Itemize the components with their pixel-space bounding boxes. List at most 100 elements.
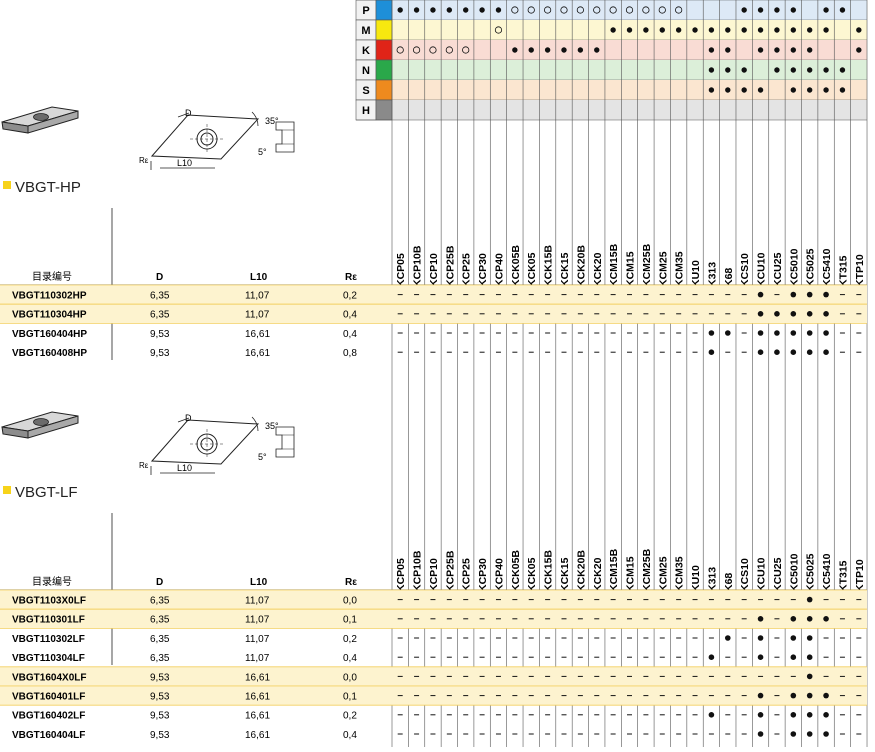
grade-header-kck05b: KCK05B [510, 550, 522, 592]
material-suitability-dot [757, 47, 764, 53]
insert-hole [33, 113, 49, 121]
value-l10: 16,61 [245, 692, 270, 703]
material-secondary-circle [494, 26, 503, 34]
catalog-number: VBGT160401LF [12, 692, 85, 703]
material-suitability-dot [741, 7, 747, 13]
material-suitability-dot [790, 7, 797, 13]
material-secondary-circle [642, 6, 650, 14]
value-re: 0,4 [343, 730, 357, 741]
header-re: Rε [345, 577, 357, 588]
grade-available-dot [724, 635, 731, 641]
material-suitability-dot [790, 87, 797, 93]
grade-header-kt315: KT315 [837, 255, 849, 287]
grade-header-kcp30: KCP30 [477, 558, 489, 592]
value-re: 0,0 [343, 596, 357, 607]
material-letter-M: M [361, 25, 370, 37]
grade-available-dot [823, 349, 829, 356]
material-suitability-dot [839, 67, 846, 73]
dimension-l10-label: L10 [177, 463, 192, 473]
dimension-l10-label: L10 [177, 158, 192, 168]
grade-available-dot [708, 654, 715, 660]
insert-front-face [27, 415, 79, 439]
insert-hole [33, 418, 49, 426]
value-l10: 11,07 [245, 310, 270, 321]
value-re: 0,8 [343, 348, 357, 359]
material-suitability-dot [774, 67, 780, 73]
section-title: VBGT-HP [15, 179, 81, 196]
grade-header-kc5410: KC5410 [821, 248, 833, 287]
grade-header-ku10: KU10 [690, 565, 702, 592]
material-color-swatch-N [375, 59, 393, 81]
material-suitability-dot [806, 47, 813, 53]
grade-header-kcm15b: KCM15B [608, 243, 620, 287]
value-d: 6,35 [150, 291, 170, 302]
value-re: 0,4 [343, 310, 357, 321]
material-letter-H: H [362, 105, 370, 117]
grade-header-kcp25: KCP25 [461, 558, 473, 592]
material-secondary-circle [625, 6, 634, 14]
schematic-side-profile [275, 426, 295, 458]
material-suitability-dot [774, 7, 780, 13]
grade-available-dot [806, 291, 813, 298]
grade-available-dot [806, 654, 813, 660]
grade-available-dot [806, 596, 813, 603]
material-suitability-dot [413, 7, 420, 13]
grade-header-kcm25: KCM25 [657, 556, 669, 592]
value-l10: 11,07 [245, 615, 270, 626]
grade-header-ktp10: KTP10 [854, 254, 866, 287]
material-suitability-dot [659, 27, 665, 33]
grade-header-kcp10b: KCP10B [412, 550, 424, 592]
value-d: 9,53 [150, 711, 170, 722]
grade-header-kc5025: KC5025 [805, 248, 817, 287]
catalog-number: VBGT1103X0LF [12, 596, 86, 607]
insert-illustration [1, 106, 79, 134]
material-color-swatch-P [375, 0, 393, 21]
insert-front-face [27, 110, 79, 134]
grade-header-kck15: KCK15 [559, 252, 571, 287]
grade-header-kc5010: KC5010 [788, 248, 800, 287]
grade-available-dot [806, 673, 813, 680]
grade-available-dot [806, 692, 813, 699]
grade-available-dot [806, 712, 813, 718]
header-catalog-number: 目录编号 [32, 575, 72, 588]
schematic-d-leader [177, 112, 190, 118]
material-suitability-dot [725, 87, 731, 93]
catalog-number: VBGT110302HP [12, 291, 87, 302]
header-l10: L10 [250, 272, 268, 283]
grade-header-kck05: KCK05 [526, 252, 538, 287]
material-secondary-circle [658, 6, 666, 14]
grade-header-kcm15: KCM15 [625, 251, 637, 287]
grade-available-dot [823, 311, 829, 317]
grade-header-kcp10: KCP10 [428, 558, 440, 592]
grade-header-kcu25: KCU25 [772, 252, 784, 287]
material-suitability-dot [708, 27, 715, 33]
grade-header-kck05: KCK05 [526, 557, 538, 592]
material-suitability-dot [790, 67, 797, 73]
value-re: 0,4 [343, 329, 357, 340]
header-catalog-number: 目录编号 [32, 270, 72, 283]
material-suitability-dot [806, 67, 813, 73]
catalog-number: VBGT160408HP [12, 348, 87, 359]
catalog-number: VBGT160404LF [12, 730, 85, 741]
schematic-angle-arc [251, 111, 259, 127]
material-suitability-dot [561, 47, 567, 53]
material-suitability-dot [823, 27, 829, 33]
grade-available-dot [790, 330, 797, 336]
material-suitability-dot [512, 47, 518, 53]
angle-5-label: 5° [258, 452, 267, 462]
angle-35-label: 35° [265, 421, 279, 431]
material-letter-P: P [362, 5, 369, 17]
grade-header-kcm25b: KCM25B [641, 243, 653, 287]
grade-available-dot [790, 654, 797, 660]
material-secondary-circle [544, 6, 552, 14]
catalog-number: VBGT110304LF [12, 653, 85, 664]
material-suitability-dot [725, 27, 731, 33]
value-d: 6,35 [150, 615, 170, 626]
value-d: 9,53 [150, 329, 170, 340]
material-suitability-dot [463, 7, 469, 13]
material-suitability-dot [577, 47, 584, 53]
schematic-outline [150, 114, 260, 160]
material-suitability-dot [790, 27, 797, 33]
